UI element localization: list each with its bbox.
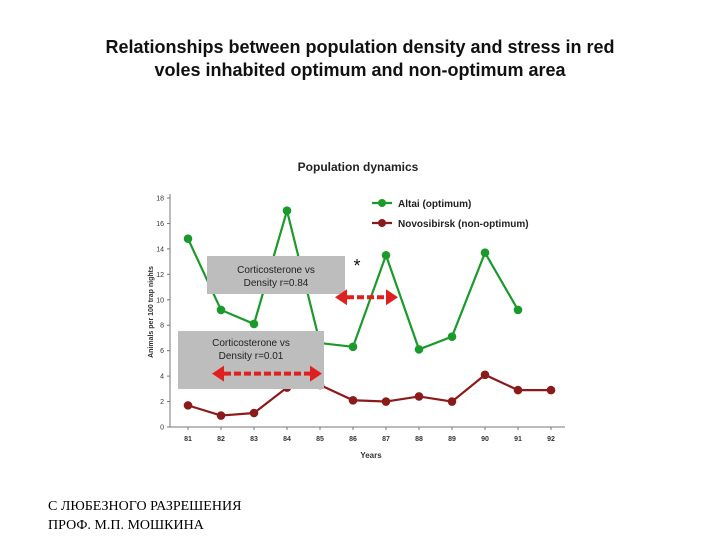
- x-axis-label: Years: [360, 451, 382, 460]
- series-point-1: [447, 397, 457, 406]
- y-tick-label: 8: [160, 323, 164, 330]
- asterisk-mark: *: [353, 256, 360, 276]
- annotation-text-line-1: Corticosterone vs: [237, 265, 315, 276]
- y-tick-label: 0: [160, 425, 164, 432]
- series-point-0: [249, 319, 259, 329]
- y-tick-label: 18: [156, 196, 164, 203]
- x-tick-label: 92: [547, 436, 555, 443]
- x-tick-label: 82: [217, 436, 225, 443]
- y-axis-label: Animals per 100 trap nights: [148, 266, 155, 358]
- series-point-1: [414, 392, 424, 401]
- x-tick-label: 84: [283, 436, 291, 443]
- x-tick-label: 87: [382, 436, 390, 443]
- credit-line-2: ПРОФ. М.П. МОШКИНА: [48, 518, 204, 533]
- annotation-text-line-2: Density r=0.84: [244, 278, 309, 289]
- series-point-0: [348, 342, 358, 352]
- series-point-0: [513, 305, 523, 315]
- series-point-0: [183, 234, 193, 244]
- series-point-1: [216, 411, 226, 420]
- series-point-0: [381, 250, 391, 260]
- y-tick-label: 6: [160, 348, 164, 355]
- series-point-0: [216, 305, 226, 315]
- x-tick-label: 90: [481, 436, 489, 443]
- legend-marker-0: [378, 199, 386, 207]
- annotation-box-0: [207, 256, 345, 294]
- x-tick-label: 86: [349, 436, 357, 443]
- credits: С ЛЮБЕЗНОГО РАЗРЕШЕНИЯ ПРОФ. М.П. МОШКИН…: [48, 497, 241, 535]
- series-point-1: [480, 370, 490, 380]
- series-point-1: [546, 385, 556, 395]
- x-tick-label: 83: [250, 436, 258, 443]
- annotation-arrow-head-left-1: [212, 365, 224, 382]
- series-point-1: [381, 397, 391, 406]
- annotation-box-1: [178, 331, 324, 389]
- x-tick-label: 91: [514, 436, 522, 443]
- x-tick-label: 85: [316, 436, 324, 443]
- credit-line-1: С ЛЮБЕЗНОГО РАЗРЕШЕНИЯ: [48, 499, 242, 514]
- series-point-1: [348, 395, 358, 405]
- series-point-1: [183, 401, 193, 410]
- annotation-arrow-head-right-1: [310, 365, 322, 382]
- slide-title-line-2: voles inhabited optimum and non-optimum …: [154, 60, 566, 80]
- series-point-0: [480, 248, 490, 258]
- slide-title: Relationships between population density…: [40, 36, 680, 82]
- series-point-0: [282, 206, 292, 216]
- series-line-1: [187, 373, 551, 417]
- legend-label-0: Altai (optimum): [398, 199, 471, 210]
- x-tick-label: 88: [415, 436, 423, 443]
- legend-label-1: Novosibirsk (non-optimum): [398, 219, 529, 230]
- series-point-1: [513, 385, 523, 395]
- series-point-0: [414, 345, 424, 354]
- annotation-arrow-head-right-0: [386, 289, 398, 306]
- slide-title-line-1: Relationships between population density…: [105, 37, 615, 57]
- y-tick-label: 12: [156, 272, 164, 279]
- series-point-1: [249, 408, 259, 418]
- x-tick-label: 89: [448, 436, 456, 443]
- legend-marker-1: [378, 219, 386, 227]
- annotation-text-line-2: Density r=0.01: [219, 351, 284, 362]
- y-tick-label: 2: [160, 399, 164, 406]
- y-tick-label: 14: [156, 246, 164, 253]
- series-point-0: [447, 332, 457, 341]
- y-tick-label: 4: [160, 374, 164, 381]
- y-tick-label: 16: [156, 221, 164, 228]
- annotation-arrow-head-left-0: [335, 289, 347, 306]
- chart-title: Population dynamics: [298, 160, 419, 174]
- annotation-text-line-1: Corticosterone vs: [212, 338, 290, 349]
- y-tick-label: 10: [156, 297, 164, 304]
- x-tick-label: 81: [184, 436, 192, 443]
